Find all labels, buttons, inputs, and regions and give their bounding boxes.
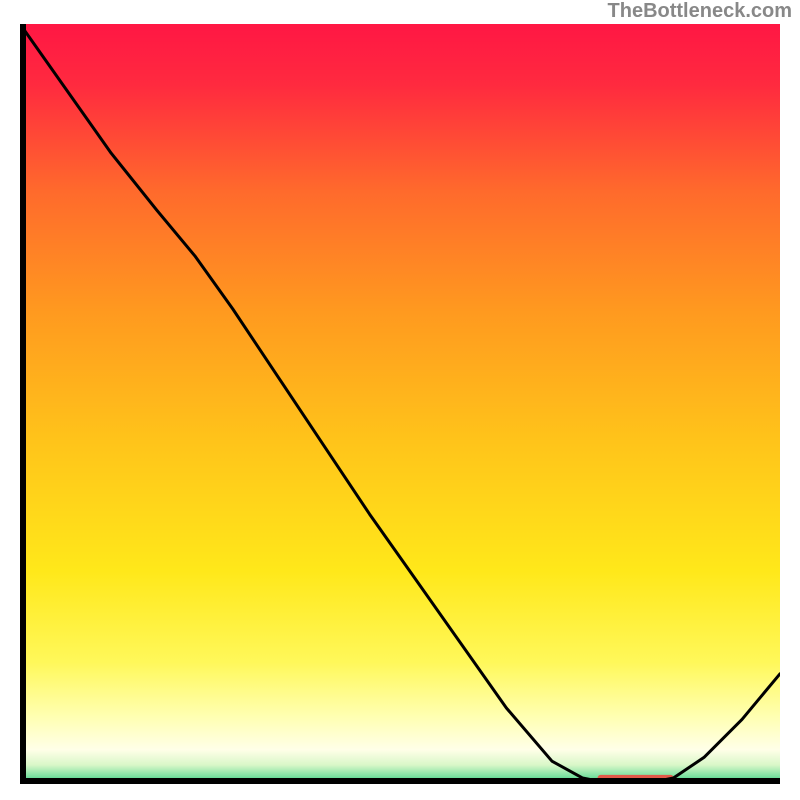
gradient-background xyxy=(20,24,780,784)
chart-root: TheBottleneck.com xyxy=(0,0,800,800)
chart-canvas xyxy=(20,24,780,784)
chart-svg xyxy=(20,24,780,784)
attribution-text: TheBottleneck.com xyxy=(608,0,792,23)
